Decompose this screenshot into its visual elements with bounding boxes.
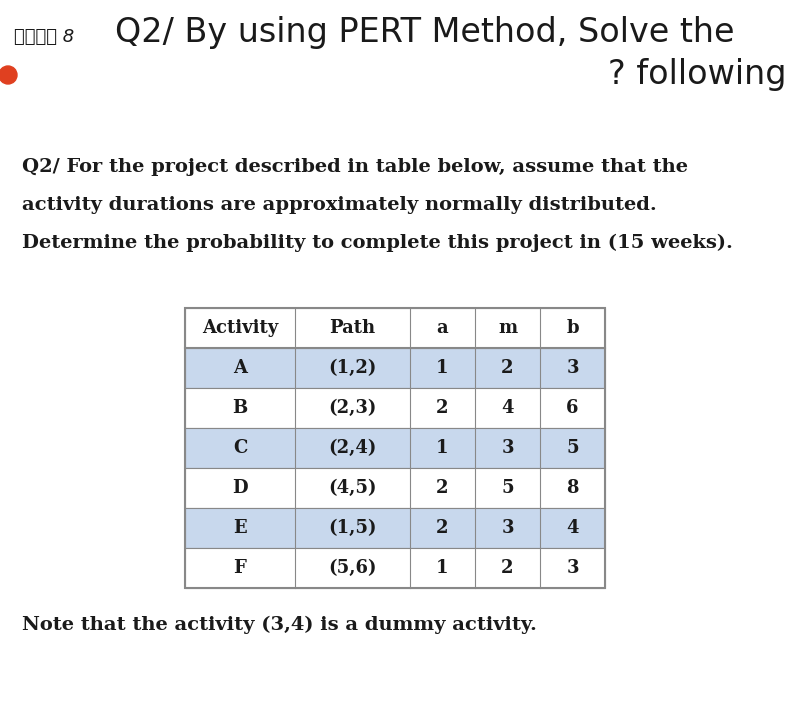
Text: Q2/ For the project described in table below, assume that the: Q2/ For the project described in table b… (22, 158, 688, 176)
Text: 4: 4 (502, 399, 514, 417)
Text: (2,4): (2,4) (328, 439, 377, 457)
Text: activity durations are approximately normally distributed.: activity durations are approximately nor… (22, 196, 657, 214)
Text: بلاط 8: بلاط 8 (14, 28, 74, 46)
Text: 1: 1 (436, 559, 449, 577)
Text: 8: 8 (566, 479, 578, 497)
Bar (185, 508, 605, 548)
Text: (2,3): (2,3) (328, 399, 377, 417)
Text: 5: 5 (501, 479, 514, 497)
Text: 1: 1 (436, 359, 449, 377)
Text: (4,5): (4,5) (328, 479, 377, 497)
Bar (185, 348, 605, 388)
Text: (5,6): (5,6) (328, 559, 377, 577)
Text: 4: 4 (566, 519, 578, 537)
Text: (1,2): (1,2) (328, 359, 377, 377)
Text: 5: 5 (566, 439, 579, 457)
Text: Note that the activity (3,4) is a dummy activity.: Note that the activity (3,4) is a dummy … (22, 616, 537, 634)
Text: Activity: Activity (202, 319, 278, 337)
Text: 3: 3 (566, 359, 578, 377)
Text: 2: 2 (502, 359, 514, 377)
Bar (185, 468, 605, 508)
Text: 1: 1 (436, 439, 449, 457)
Bar (185, 388, 605, 428)
Bar (185, 428, 605, 468)
Text: Q2/ By using PERT Method, Solve the: Q2/ By using PERT Method, Solve the (115, 16, 734, 49)
Text: Path: Path (330, 319, 375, 337)
Text: D: D (232, 479, 248, 497)
Bar (185, 308, 605, 348)
Text: 6: 6 (566, 399, 578, 417)
Circle shape (0, 66, 17, 84)
Text: 2: 2 (436, 399, 449, 417)
Text: A: A (233, 359, 247, 377)
Text: 3: 3 (502, 519, 514, 537)
Text: 2: 2 (436, 479, 449, 497)
Text: 3: 3 (502, 439, 514, 457)
Text: 2: 2 (436, 519, 449, 537)
Bar (185, 308, 605, 588)
Text: ? following: ? following (607, 58, 786, 91)
Text: 3: 3 (566, 559, 578, 577)
Text: (1,5): (1,5) (328, 519, 377, 537)
Text: E: E (233, 519, 247, 537)
Text: F: F (234, 559, 246, 577)
Text: a: a (437, 319, 448, 337)
Text: b: b (566, 319, 579, 337)
Text: 2: 2 (502, 559, 514, 577)
Text: Determine the probability to complete this project in (15 weeks).: Determine the probability to complete th… (22, 234, 733, 252)
Text: B: B (232, 399, 248, 417)
Bar (185, 548, 605, 588)
Text: m: m (498, 319, 517, 337)
Text: C: C (233, 439, 247, 457)
